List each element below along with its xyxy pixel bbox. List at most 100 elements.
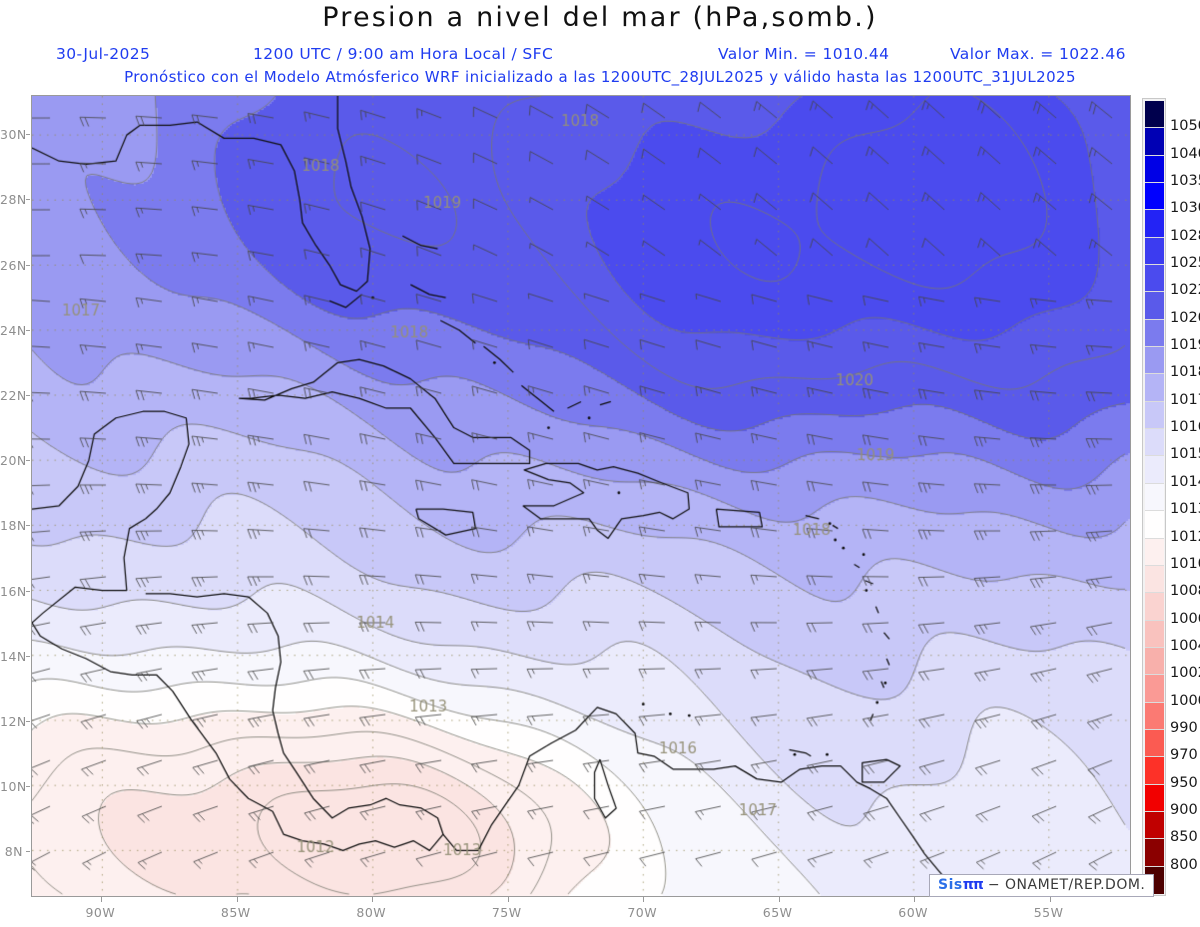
colorbar-cell — [1145, 456, 1164, 484]
forecast-date: 30-Jul-2025 — [56, 45, 151, 63]
lon-tick-label: 55W — [1033, 905, 1064, 920]
logo-tt-text: ππ — [962, 877, 984, 893]
lon-tick — [372, 897, 374, 902]
colorbar-tick-label: 1012 — [1170, 528, 1200, 545]
colorbar-tick-label: 1006 — [1170, 610, 1200, 627]
colorbar-tick-label: 1022 — [1170, 282, 1200, 299]
colorbar-cell — [1145, 183, 1164, 211]
lon-tick — [643, 897, 645, 902]
colorbar-tick-label: 1018 — [1170, 364, 1200, 381]
colorbar-tick-label: 1020 — [1170, 309, 1200, 326]
colorbar-cell — [1145, 839, 1164, 867]
logo-agency-text: − ONAMET/REP.DOM. — [987, 877, 1146, 893]
lat-tick — [26, 655, 30, 657]
colorbar-tick-label: 1008 — [1170, 583, 1200, 600]
colorbar-tick-label: 1050 — [1170, 118, 1200, 135]
colorbar-tick-label: 1017 — [1170, 391, 1200, 408]
colorbar-cell — [1145, 429, 1164, 457]
colorbar-cell — [1145, 347, 1164, 375]
lon-tick-label: 80W — [356, 905, 387, 920]
lat-tick-label: 22N — [0, 387, 27, 403]
colorbar-cell — [1145, 237, 1164, 266]
colorbar-cell — [1145, 128, 1164, 156]
lat-tick — [26, 525, 30, 527]
colorbar-cell — [1145, 647, 1164, 676]
lon-tick-label: 85W — [220, 905, 251, 920]
valor-min-label: Valor Min. = 1010.44 — [718, 45, 890, 63]
colorbar-tick-label: 1013 — [1170, 501, 1200, 518]
colorbar-gradient — [1145, 101, 1164, 894]
forecast-time: 1200 UTC / 9:00 am Hora Local / SFC — [253, 45, 554, 63]
colorbar-tick-label: 1035 — [1170, 173, 1200, 190]
model-info-line: Pronóstico con el Modelo Atmósferico WRF… — [124, 68, 1076, 86]
colorbar-tick-label: 1015 — [1170, 446, 1200, 463]
colorbar-cell — [1145, 155, 1164, 184]
colorbar-tick-label: 1025 — [1170, 255, 1200, 272]
colorbar-cell — [1145, 483, 1164, 512]
colorbar-cell — [1145, 538, 1164, 566]
lon-tick-label: 70W — [627, 905, 658, 920]
colorbar-cell — [1145, 729, 1164, 758]
colorbar-cell — [1145, 620, 1164, 648]
colorbar-tick-label: 1004 — [1170, 637, 1200, 654]
lat-tick-label: 10N — [0, 779, 27, 795]
colorbar-tick-label: 1030 — [1170, 200, 1200, 217]
lat-tick — [26, 394, 30, 396]
lat-tick — [26, 264, 30, 266]
colorbar-tick-label: 800 — [1170, 856, 1198, 873]
lat-tick-label: 16N — [0, 583, 27, 599]
lat-tick-label: 26N — [0, 257, 27, 273]
lat-tick-label: 20N — [0, 453, 27, 469]
colorbar-tick-label: 1014 — [1170, 473, 1200, 490]
colorbar-tick-label: 990 — [1170, 719, 1198, 736]
lat-tick-label: 24N — [0, 322, 27, 338]
colorbar-tick-label: 1019 — [1170, 337, 1200, 354]
lon-tick — [1049, 897, 1051, 902]
lon-tick-label: 75W — [491, 905, 522, 920]
lat-tick-label: 28N — [0, 192, 27, 208]
lat-tick — [26, 590, 30, 592]
lon-tick-label: 65W — [762, 905, 793, 920]
lon-tick — [778, 897, 780, 902]
provider-logo: Sisππ − ONAMET/REP.DOM. — [929, 874, 1155, 897]
colorbar-tick-label: 850 — [1170, 829, 1198, 846]
lat-tick-label: 8N — [4, 844, 23, 860]
colorbar-cell — [1145, 101, 1164, 129]
colorbar-cell — [1145, 757, 1164, 785]
pressure-map-canvas — [32, 96, 1130, 896]
colorbar-tick-label: 1002 — [1170, 665, 1200, 682]
colorbar-cell — [1145, 374, 1164, 402]
colorbar-tick-label: 1010 — [1170, 555, 1200, 572]
page-title: Presion a nivel del mar (hPa,somb.) — [322, 2, 878, 33]
lat-tick — [26, 786, 30, 788]
colorbar-cell — [1145, 401, 1164, 430]
colorbar-cell — [1145, 292, 1164, 320]
lat-tick — [26, 199, 30, 201]
colorbar-cell — [1145, 565, 1164, 594]
colorbar-cell — [1145, 784, 1164, 812]
colorbar-cell — [1145, 593, 1164, 621]
colorbar-cell — [1145, 210, 1164, 238]
colorbar-tick-label: 1028 — [1170, 227, 1200, 244]
colorbar-tick-label: 970 — [1170, 747, 1198, 764]
lat-tick-label: 12N — [0, 713, 27, 729]
lon-tick — [914, 897, 916, 902]
lat-tick — [26, 720, 30, 722]
colorbar-cell — [1145, 265, 1164, 293]
colorbar — [1142, 98, 1166, 896]
lat-tick — [26, 460, 30, 462]
lat-tick — [26, 851, 30, 853]
colorbar-cell — [1145, 702, 1164, 730]
colorbar-cell — [1145, 319, 1164, 348]
colorbar-tick-label: 1016 — [1170, 419, 1200, 436]
valor-max-label: Valor Max. = 1022.46 — [950, 45, 1126, 63]
lat-tick — [26, 134, 30, 136]
colorbar-tick-label: 1040 — [1170, 145, 1200, 162]
colorbar-cell — [1145, 811, 1164, 840]
logo-sis-text: Sis — [938, 877, 963, 893]
colorbar-cell — [1145, 511, 1164, 539]
lon-tick-label: 90W — [85, 905, 116, 920]
lat-tick-label: 18N — [0, 518, 27, 534]
lon-tick-label: 60W — [898, 905, 929, 920]
